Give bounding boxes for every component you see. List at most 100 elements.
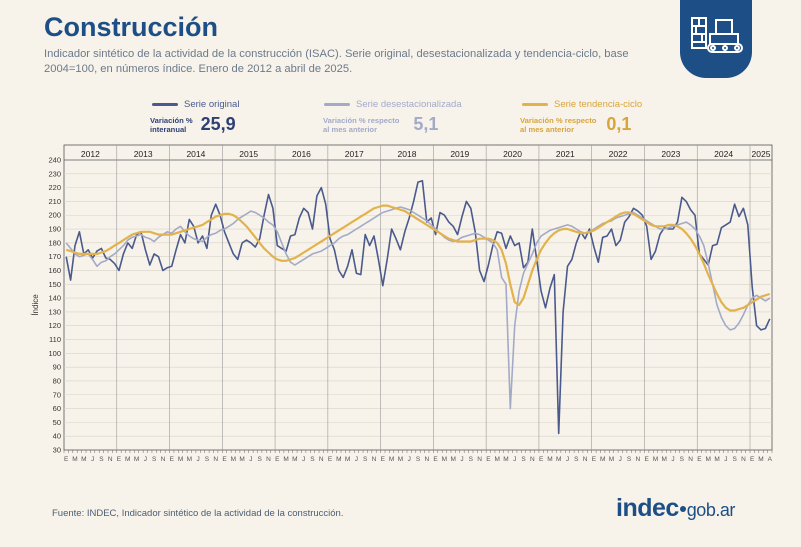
series-line-tendencia-ciclo	[65, 204, 771, 312]
y-tick-label: 30	[53, 446, 61, 455]
source-note: Fuente: INDEC, Indicador sintético de la…	[52, 508, 344, 519]
stat-label: Variación % respecto al mes anterior	[323, 115, 400, 134]
y-tick-label: 110	[49, 335, 61, 344]
legend-tendencia: Serie tendencia-ciclo	[522, 99, 642, 110]
month-tick-label: J	[91, 456, 94, 463]
y-tick-label: 100	[48, 349, 61, 358]
month-tick-label: N	[477, 456, 482, 463]
month-tick-label: M	[134, 456, 139, 463]
month-tick-label: J	[355, 456, 358, 463]
month-tick-label: N	[161, 456, 166, 463]
y-tick-label: 170	[48, 252, 61, 261]
month-tick-label: M	[125, 456, 130, 463]
page-title: Construcción	[44, 12, 219, 42]
month-tick-label: M	[178, 456, 183, 463]
month-tick-label: M	[239, 456, 244, 463]
month-tick-label: M	[758, 456, 763, 463]
month-tick-label: J	[249, 456, 252, 463]
month-tick-label: E	[433, 456, 438, 463]
month-tick-label: S	[732, 456, 737, 463]
month-tick-label: M	[336, 456, 341, 463]
month-tick-label: J	[408, 456, 411, 463]
month-tick-label: N	[319, 456, 324, 463]
year-label: 2025	[752, 149, 771, 159]
month-tick-label: E	[170, 456, 175, 463]
header-badge	[680, 0, 752, 78]
y-tick-label: 160	[48, 266, 61, 275]
month-tick-label: N	[583, 456, 588, 463]
year-label: 2020	[503, 149, 522, 159]
legend-desestacionalizada: Serie desestacionalizada	[324, 99, 462, 110]
y-tick-label: 50	[53, 418, 61, 427]
month-tick-label: J	[513, 456, 516, 463]
month-tick-label: S	[363, 456, 368, 463]
y-tick-label: 40	[53, 432, 61, 441]
month-tick-label: S	[152, 456, 157, 463]
month-tick-label: S	[627, 456, 632, 463]
month-tick-label: M	[187, 456, 192, 463]
month-tick-label: M	[283, 456, 288, 463]
series-line-original	[65, 179, 771, 435]
month-tick-label: M	[600, 456, 605, 463]
construction-icon	[691, 17, 743, 53]
month-tick-label: J	[460, 456, 463, 463]
y-tick-label: 240	[48, 156, 61, 165]
month-tick-label: E	[486, 456, 491, 463]
month-tick-label: M	[494, 456, 499, 463]
month-tick-label: S	[469, 456, 474, 463]
year-label: 2022	[609, 149, 628, 159]
year-label: 2016	[292, 149, 311, 159]
year-label: 2018	[398, 149, 417, 159]
legend-swatch	[324, 102, 350, 106]
month-tick-label: M	[345, 456, 350, 463]
year-label: 2017	[345, 149, 364, 159]
y-tick-label: 230	[48, 169, 61, 178]
month-tick-label: N	[372, 456, 377, 463]
stat-label: Variación % respecto al mes anterior	[520, 115, 597, 134]
month-tick-label: J	[196, 456, 199, 463]
year-label: 2021	[556, 149, 575, 159]
month-tick-label: E	[750, 456, 755, 463]
month-tick-label: M	[706, 456, 711, 463]
month-tick-label: J	[302, 456, 305, 463]
y-axis-label: Índice	[31, 294, 40, 316]
month-tick-label: S	[99, 456, 104, 463]
month-tick-label: N	[741, 456, 746, 463]
legend-label: Serie desestacionalizada	[356, 99, 462, 110]
month-tick-label: E	[697, 456, 702, 463]
month-tick-label: N	[530, 456, 535, 463]
month-tick-label: M	[609, 456, 614, 463]
legend-label: Serie original	[184, 99, 240, 110]
month-tick-label: S	[574, 456, 579, 463]
y-tick-label: 200	[48, 211, 61, 220]
page-subtitle: Indicador sintético de la actividad de l…	[44, 48, 629, 75]
series-line-desestacionalizada	[65, 206, 771, 410]
year-label: 2012	[81, 149, 100, 159]
month-tick-label: E	[328, 456, 333, 463]
month-tick-label: S	[521, 456, 526, 463]
month-tick-label: M	[714, 456, 719, 463]
month-tick-label: E	[275, 456, 280, 463]
year-label: 2013	[134, 149, 153, 159]
month-tick-label: J	[566, 456, 569, 463]
y-tick-label: 190	[48, 225, 61, 234]
legend-swatch	[152, 102, 178, 106]
month-tick-label: M	[231, 456, 236, 463]
year-label: 2014	[186, 149, 205, 159]
y-tick-label: 60	[53, 404, 61, 413]
month-tick-label: J	[619, 456, 622, 463]
y-tick-label: 150	[48, 280, 61, 289]
y-tick-label: 140	[48, 294, 61, 303]
month-tick-label: M	[450, 456, 455, 463]
month-tick-label: N	[424, 456, 429, 463]
y-tick-label: 210	[48, 197, 61, 206]
month-tick-label: M	[662, 456, 667, 463]
stat-mensual-tendencia: Variación % respecto al mes anterior 0,1	[520, 114, 631, 135]
plot-frame	[63, 144, 773, 451]
month-tick-label: M	[442, 456, 447, 463]
month-tick-label: M	[503, 456, 508, 463]
month-tick-label: E	[539, 456, 544, 463]
month-tick-label: M	[292, 456, 297, 463]
stat-value: 0,1	[606, 114, 632, 134]
